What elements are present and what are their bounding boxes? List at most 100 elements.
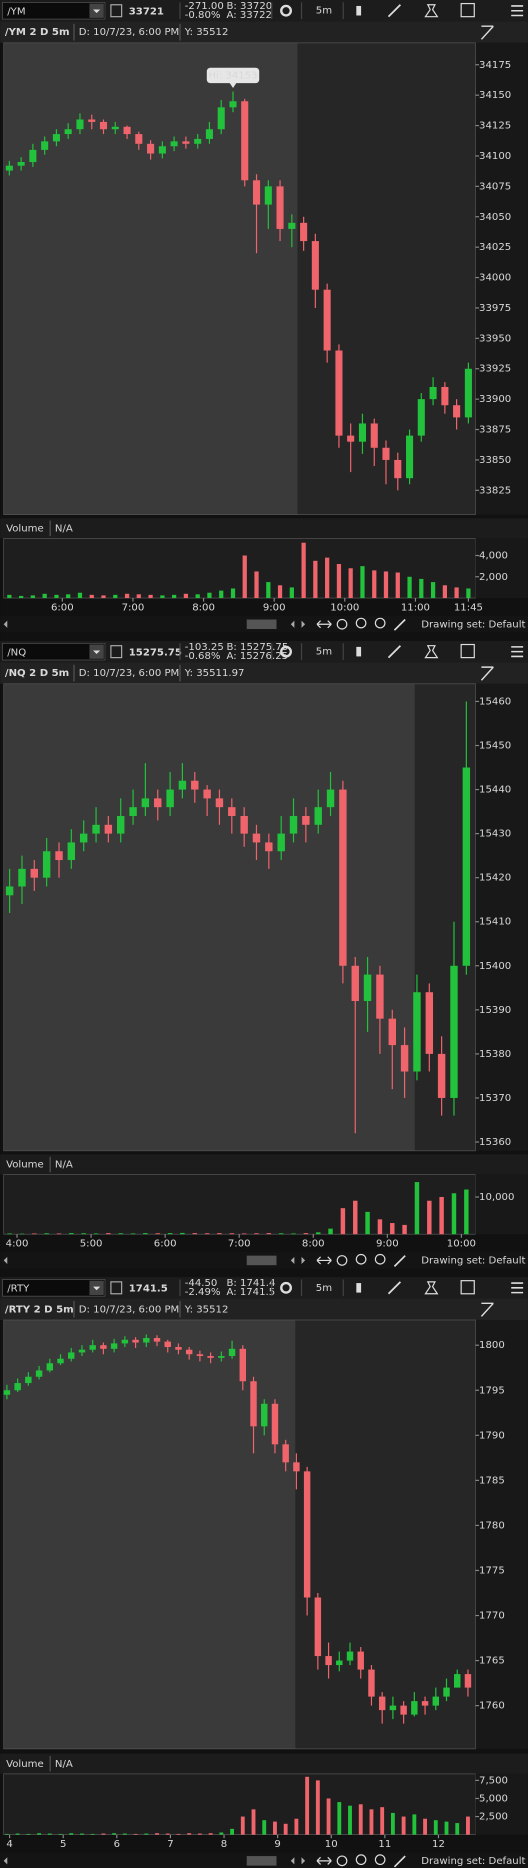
zoom-out-icon[interactable]	[374, 617, 386, 629]
crosshair-icon[interactable]	[336, 618, 348, 630]
volume-bar	[358, 1804, 363, 1835]
timeframe[interactable]: 5m	[316, 1283, 332, 1294]
drawing-icon[interactable]	[387, 4, 402, 18]
volume-bar	[144, 1833, 149, 1835]
candle-body	[421, 1701, 429, 1706]
zoom-in-icon[interactable]	[355, 1854, 367, 1866]
volume-bar	[77, 592, 83, 599]
study-icon[interactable]	[424, 645, 439, 659]
scroll-arrows[interactable]	[290, 1857, 306, 1865]
scroll-thumb[interactable]	[246, 1255, 277, 1266]
candle-body	[357, 1651, 364, 1670]
x-tick-label: 10:00	[447, 1239, 476, 1250]
volume-bar	[377, 1219, 383, 1235]
candle-body	[462, 767, 471, 966]
candle-body	[351, 965, 359, 1002]
candle-body	[378, 1696, 386, 1711]
symbol[interactable]: /YM	[7, 6, 25, 17]
scroll-arrows[interactable]	[290, 620, 306, 628]
study-icon[interactable]	[424, 4, 439, 18]
settings-icon[interactable]	[280, 645, 292, 658]
drawing-tool-icon[interactable]	[480, 25, 494, 40]
volume-bar	[187, 1833, 192, 1835]
zoom-out-icon[interactable]	[374, 1253, 386, 1265]
expand-icon[interactable]	[316, 1856, 332, 1865]
drawing-set[interactable]: Drawing set: Default	[421, 1856, 525, 1867]
scroll-left[interactable]	[3, 620, 8, 628]
y-tick-label: 15390	[479, 1005, 511, 1016]
link-icon[interactable]	[110, 1281, 123, 1295]
scroll-left[interactable]	[3, 1857, 8, 1865]
scroll-thumb[interactable]	[246, 1856, 277, 1866]
volume-bar	[353, 1200, 358, 1235]
pattern-icon[interactable]	[460, 1280, 475, 1295]
drawing-icon[interactable]	[387, 1281, 402, 1295]
pattern-icon[interactable]	[460, 2, 475, 18]
draw-icon[interactable]	[393, 1855, 406, 1868]
candle-body	[335, 350, 343, 436]
study-icon[interactable]	[424, 1281, 439, 1295]
candle-body	[68, 1352, 75, 1359]
volume-bar	[360, 566, 365, 599]
symbol-box[interactable]	[2, 2, 106, 20]
link-icon[interactable]	[110, 645, 123, 659]
volume-bar	[155, 1833, 159, 1835]
style-icon[interactable]	[356, 5, 362, 16]
volume-bar	[219, 590, 224, 599]
menu-icon[interactable]	[511, 646, 524, 658]
style-icon[interactable]	[356, 1283, 362, 1293]
timeframe[interactable]: 5m	[316, 6, 332, 17]
volume-bar	[336, 564, 342, 599]
drawing-set[interactable]: Drawing set: Default	[421, 1255, 525, 1266]
candle-body	[425, 992, 434, 1054]
settings-icon[interactable]	[280, 4, 292, 17]
bid: B: 15275.75	[226, 642, 288, 653]
drawing-tool-icon[interactable]	[480, 666, 494, 681]
link-icon[interactable]	[110, 4, 123, 18]
candle-body	[252, 833, 261, 843]
volume-title: Volume	[6, 1759, 44, 1770]
expand-icon[interactable]	[316, 620, 332, 629]
style-icon[interactable]	[356, 646, 362, 657]
symbol[interactable]: /RTY	[7, 1283, 30, 1294]
volume-bar	[348, 568, 353, 599]
zoom-out-icon[interactable]	[374, 1854, 386, 1866]
scroll-left[interactable]	[3, 1256, 8, 1264]
x-tick-label: 6:00	[51, 603, 74, 614]
symbol-box[interactable]	[2, 642, 106, 661]
draw-icon[interactable]	[393, 618, 406, 631]
annotation-box	[206, 67, 260, 84]
pattern-icon[interactable]	[460, 643, 475, 659]
toolbar	[0, 1277, 528, 1299]
last-price: 33721	[129, 6, 164, 17]
drawing-set[interactable]: Drawing set: Default	[421, 619, 525, 630]
candle-body	[363, 974, 372, 1002]
x-tick-label: 5	[60, 1839, 66, 1850]
symbol[interactable]: /NQ	[7, 647, 26, 658]
volume-bar	[113, 594, 118, 599]
volume-bar	[69, 1833, 74, 1835]
volume-bar	[390, 1812, 395, 1835]
symbol-box[interactable]	[2, 1279, 106, 1297]
zoom-in-icon[interactable]	[355, 1253, 367, 1265]
menu-icon[interactable]	[511, 1282, 524, 1294]
ask: A: 15276.25	[226, 651, 288, 662]
candle-body	[35, 1370, 43, 1377]
candle-body	[143, 1338, 150, 1343]
timeframe[interactable]: 5m	[316, 647, 332, 658]
scroll-arrows[interactable]	[290, 1256, 306, 1264]
volume-bar	[101, 595, 106, 599]
menu-icon[interactable]	[511, 5, 524, 17]
draw-icon[interactable]	[393, 1255, 406, 1267]
volume-y-tick-label: 5,000	[479, 1793, 508, 1804]
volume-bar	[7, 1233, 12, 1235]
crosshair-icon[interactable]	[336, 1255, 348, 1266]
drawing-icon[interactable]	[387, 645, 402, 659]
volume-bar	[464, 1189, 469, 1235]
drawing-tool-icon[interactable]	[480, 1302, 494, 1317]
expand-icon[interactable]	[316, 1256, 332, 1265]
zoom-in-icon[interactable]	[355, 617, 367, 629]
settings-icon[interactable]	[280, 1281, 292, 1294]
scroll-thumb[interactable]	[246, 619, 277, 630]
crosshair-icon[interactable]	[336, 1855, 348, 1867]
